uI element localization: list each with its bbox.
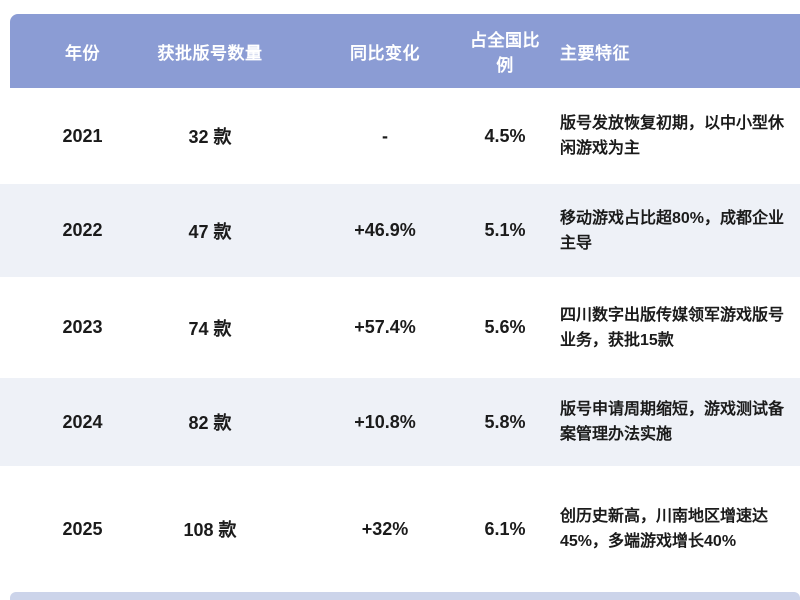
change-cell: +46.9% — [354, 220, 416, 240]
table-row-2021: 2021 32 款 - 4.5% 版号发放恢复初期，以中小型休闲游戏为主 — [0, 88, 800, 184]
year-cell: 2021 — [62, 125, 103, 146]
column-header-yoy-change: 同比变化 — [350, 43, 420, 63]
column-header-year: 年份 — [65, 43, 100, 63]
change-cell: +57.4% — [354, 317, 416, 337]
count-cell: 82 款 — [188, 413, 232, 433]
table-row-2022: 2022 47 款 +46.9% 5.1% 移动游戏占比超80%，成都企业主导 — [0, 184, 800, 277]
share-cell: 5.6% — [484, 317, 526, 337]
change-cell: - — [382, 125, 388, 146]
share-cell: 5.8% — [484, 411, 526, 432]
change-cell: +32% — [361, 518, 409, 539]
share-cell: 5.1% — [484, 220, 526, 240]
feature-cell: 四川数字出版传媒领军游戏版号业务，获批15款 — [560, 306, 785, 349]
table-row-2024: 2024 82 款 +10.8% 5.8% 版号申请周期缩短，游戏测试备案管理办… — [0, 378, 800, 466]
next-section-bar-cutoff — [10, 592, 800, 600]
year-cell: 2024 — [62, 411, 103, 432]
table-row-2025: 2025 108 款 +32% 6.1% 创历史新高，川南地区增速达45%，多端… — [0, 466, 800, 592]
table-header-row: 年份 获批版号数量 同比变化 占全国比例 主要特征 — [0, 14, 800, 88]
column-header-main-features: 主要特征 — [560, 43, 630, 63]
header-grid: 年份 获批版号数量 同比变化 占全国比例 主要特征 — [0, 14, 800, 88]
header-bar-background — [10, 14, 800, 88]
count-cell: 32 款 — [188, 127, 232, 147]
feature-cell: 版号发放恢复初期，以中小型休闲游戏为主 — [560, 115, 785, 157]
change-cell: +10.8% — [354, 411, 416, 432]
column-header-approved-count: 获批版号数量 — [157, 43, 263, 63]
count-cell: 47 款 — [188, 221, 232, 242]
year-cell: 2025 — [62, 518, 103, 539]
year-cell: 2023 — [62, 317, 103, 337]
count-cell: 74 款 — [188, 318, 232, 339]
count-cell: 108 款 — [183, 520, 237, 540]
feature-cell: 移动游戏占比超80%，成都企业主导 — [560, 209, 785, 252]
feature-cell: 版号申请周期缩短，游戏测试备案管理办法实施 — [560, 401, 785, 443]
share-cell: 4.5% — [484, 125, 526, 146]
year-cell: 2022 — [62, 220, 103, 240]
feature-cell: 创历史新高，川南地区增速达45%，多端游戏增长40% — [560, 508, 769, 550]
table-row-2023: 2023 74 款 +57.4% 5.6% 四川数字出版传媒领军游戏版号业务，获… — [0, 277, 800, 378]
share-cell: 6.1% — [484, 518, 526, 539]
column-header-national-share: 占全国比例 — [470, 31, 540, 75]
